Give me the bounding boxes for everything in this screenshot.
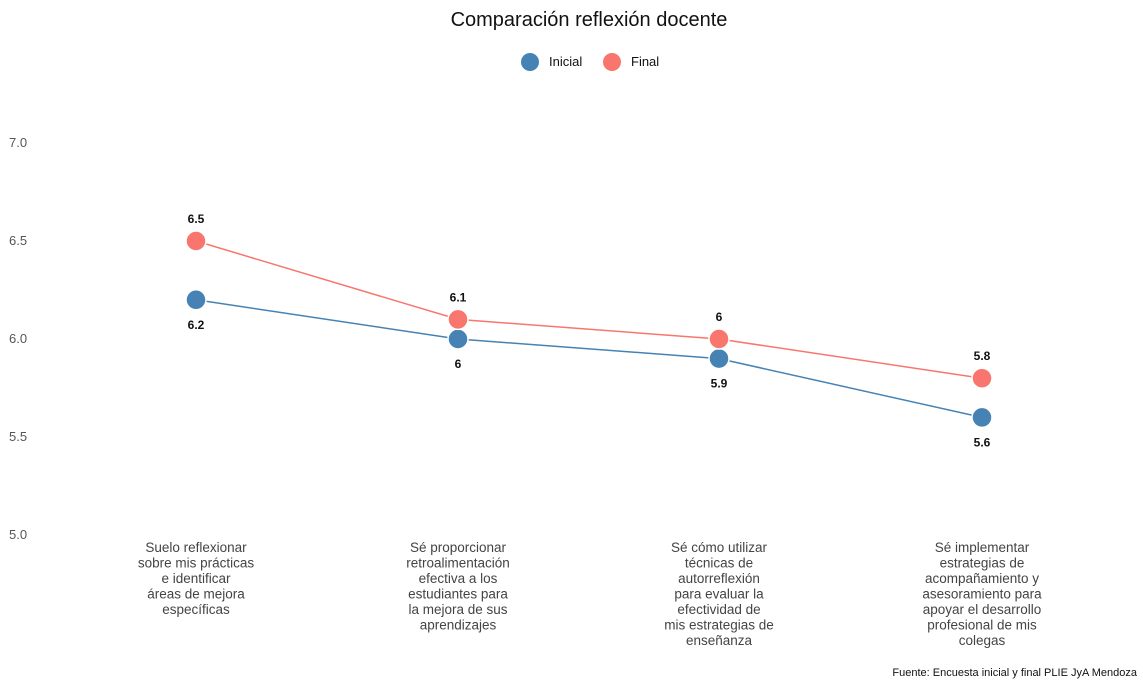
series-points <box>185 230 993 429</box>
data-point-final <box>971 367 993 389</box>
data-point-final <box>185 230 207 252</box>
data-label-final: 6.1 <box>450 290 467 304</box>
x-tick-label: Sé proporcionar retroalimentación efectiva… <box>406 540 510 633</box>
chart-caption: Fuente: Encuesta inicial y final PLIE Jy… <box>892 667 1137 679</box>
series-line-inicial <box>195 299 983 419</box>
data-point-final <box>708 328 730 350</box>
x-tick-label: Sé implementar estrategias de acompañamien… <box>922 540 1042 648</box>
data-point-inicial <box>971 406 993 429</box>
legend: Inicial Final <box>521 53 659 71</box>
legend-marker-final <box>603 53 621 71</box>
data-labels: 6.2 6 5.9 5.6 6.5 6.1 6 5.8 <box>188 212 991 449</box>
data-label-inicial: 6 <box>455 357 462 371</box>
y-tick-label: 7.0 <box>9 135 27 150</box>
data-label-final: 5.8 <box>974 349 991 363</box>
x-tick-label: Suelo reflexionar sobre mis prácticas e id… <box>138 540 255 617</box>
chart-title: Comparación reflexión docente <box>451 9 728 31</box>
data-point-final <box>447 308 469 331</box>
data-point-inicial <box>185 289 207 311</box>
y-tick-label: 5.5 <box>9 429 27 444</box>
x-axis: Suelo reflexionar sobre mis prácticas e id… <box>138 540 1042 648</box>
data-point-inicial <box>447 328 469 350</box>
data-label-inicial: 5.6 <box>974 435 991 449</box>
y-tick-label: 5.0 <box>9 527 27 542</box>
data-point-inicial <box>708 347 730 370</box>
data-label-final: 6 <box>716 310 723 324</box>
data-label-inicial: 5.9 <box>711 377 728 391</box>
series-lines <box>195 240 983 419</box>
y-tick-label: 6.5 <box>9 233 27 248</box>
data-label-inicial: 6.2 <box>188 318 205 332</box>
series-line-final <box>195 240 983 379</box>
data-label-final: 6.5 <box>188 212 205 226</box>
legend-marker-inicial <box>521 53 539 71</box>
legend-label-final: Final <box>631 54 659 69</box>
y-tick-label: 6.0 <box>9 331 27 346</box>
y-axis: 5.0 5.5 6.0 6.5 7.0 <box>9 135 27 542</box>
legend-label-inicial: Inicial <box>549 54 582 69</box>
x-tick-label: Sé cómo utilizar técnicas de autorreflexió… <box>664 540 774 648</box>
